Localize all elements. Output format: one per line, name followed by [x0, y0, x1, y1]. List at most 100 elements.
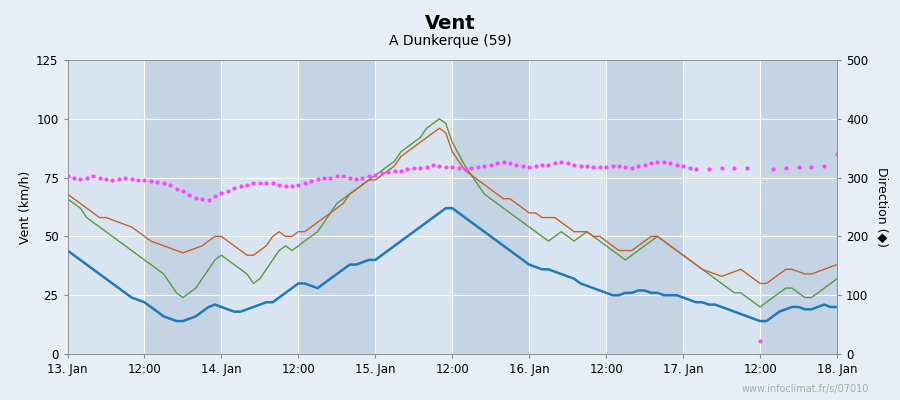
Point	[208, 193, 222, 200]
Bar	[299, 60, 375, 354]
Point	[573, 163, 588, 169]
Point	[727, 165, 742, 171]
Point	[554, 159, 569, 166]
Point	[445, 164, 459, 170]
Point	[817, 163, 832, 169]
Point	[195, 196, 210, 202]
Point	[157, 180, 171, 187]
Point	[176, 187, 190, 194]
Point	[458, 166, 473, 172]
Point	[682, 165, 697, 171]
Point	[702, 166, 716, 172]
Point	[637, 162, 652, 168]
Point	[670, 162, 684, 168]
Point	[464, 165, 479, 171]
Point	[644, 160, 658, 167]
Point	[150, 179, 165, 186]
Point	[387, 167, 401, 174]
Point	[233, 183, 248, 189]
Point	[400, 166, 415, 172]
Point	[804, 164, 818, 170]
Point	[349, 176, 364, 182]
Point	[676, 163, 690, 169]
Point	[618, 164, 633, 170]
Point	[541, 162, 555, 168]
Point	[163, 182, 177, 188]
Point	[362, 173, 376, 180]
Point	[227, 185, 241, 191]
Point	[688, 166, 703, 172]
Point	[752, 338, 767, 344]
Point	[497, 159, 511, 166]
Point	[407, 165, 421, 171]
Point	[477, 163, 491, 169]
Point	[381, 168, 395, 175]
Point	[625, 165, 639, 171]
Point	[452, 165, 466, 171]
Point	[124, 176, 139, 182]
Point	[214, 190, 229, 196]
Point	[118, 174, 132, 181]
Point	[278, 183, 293, 190]
Point	[336, 173, 350, 180]
Point	[304, 177, 319, 184]
Point	[586, 164, 600, 170]
Point	[368, 172, 382, 178]
Point	[612, 163, 626, 169]
Y-axis label: Vent (km/h): Vent (km/h)	[19, 170, 32, 244]
Point	[253, 180, 267, 187]
Text: Vent: Vent	[425, 14, 475, 33]
Point	[144, 178, 158, 184]
Point	[509, 162, 524, 168]
Point	[239, 182, 254, 188]
Point	[791, 164, 806, 170]
Point	[298, 180, 312, 187]
Point	[310, 176, 325, 182]
Point	[419, 164, 434, 170]
Point	[766, 166, 780, 172]
Point	[599, 164, 614, 170]
Point	[292, 182, 306, 188]
Point	[169, 186, 184, 192]
Point	[329, 173, 344, 180]
Point	[547, 160, 562, 167]
Point	[317, 174, 331, 181]
Point	[535, 162, 549, 168]
Point	[284, 183, 299, 189]
Bar	[760, 60, 837, 354]
Point	[259, 180, 274, 187]
Point	[323, 174, 338, 181]
Point	[137, 177, 151, 183]
Point	[663, 160, 678, 167]
Point	[266, 180, 280, 187]
Point	[426, 162, 440, 168]
Point	[272, 182, 286, 188]
Point	[356, 174, 370, 181]
Point	[394, 167, 409, 174]
Point	[189, 194, 203, 201]
Point	[374, 170, 389, 176]
Point	[592, 164, 607, 170]
Bar	[607, 60, 683, 354]
Text: www.infoclimat.fr/s/07010: www.infoclimat.fr/s/07010	[741, 384, 868, 394]
Point	[73, 176, 87, 182]
Point	[490, 160, 504, 167]
Point	[438, 164, 453, 170]
Point	[657, 159, 671, 166]
Point	[516, 163, 530, 169]
Point	[60, 173, 75, 180]
Point	[67, 174, 81, 181]
Point	[830, 151, 844, 157]
Point	[182, 192, 196, 198]
Point	[79, 174, 94, 181]
Bar	[452, 60, 529, 354]
Point	[606, 163, 620, 169]
Point	[130, 177, 145, 183]
Point	[202, 197, 216, 203]
Point	[650, 159, 664, 166]
Point	[631, 163, 645, 169]
Point	[567, 162, 581, 168]
Point	[86, 173, 101, 180]
Text: A Dunkerque (59): A Dunkerque (59)	[389, 34, 511, 48]
Point	[580, 163, 594, 169]
